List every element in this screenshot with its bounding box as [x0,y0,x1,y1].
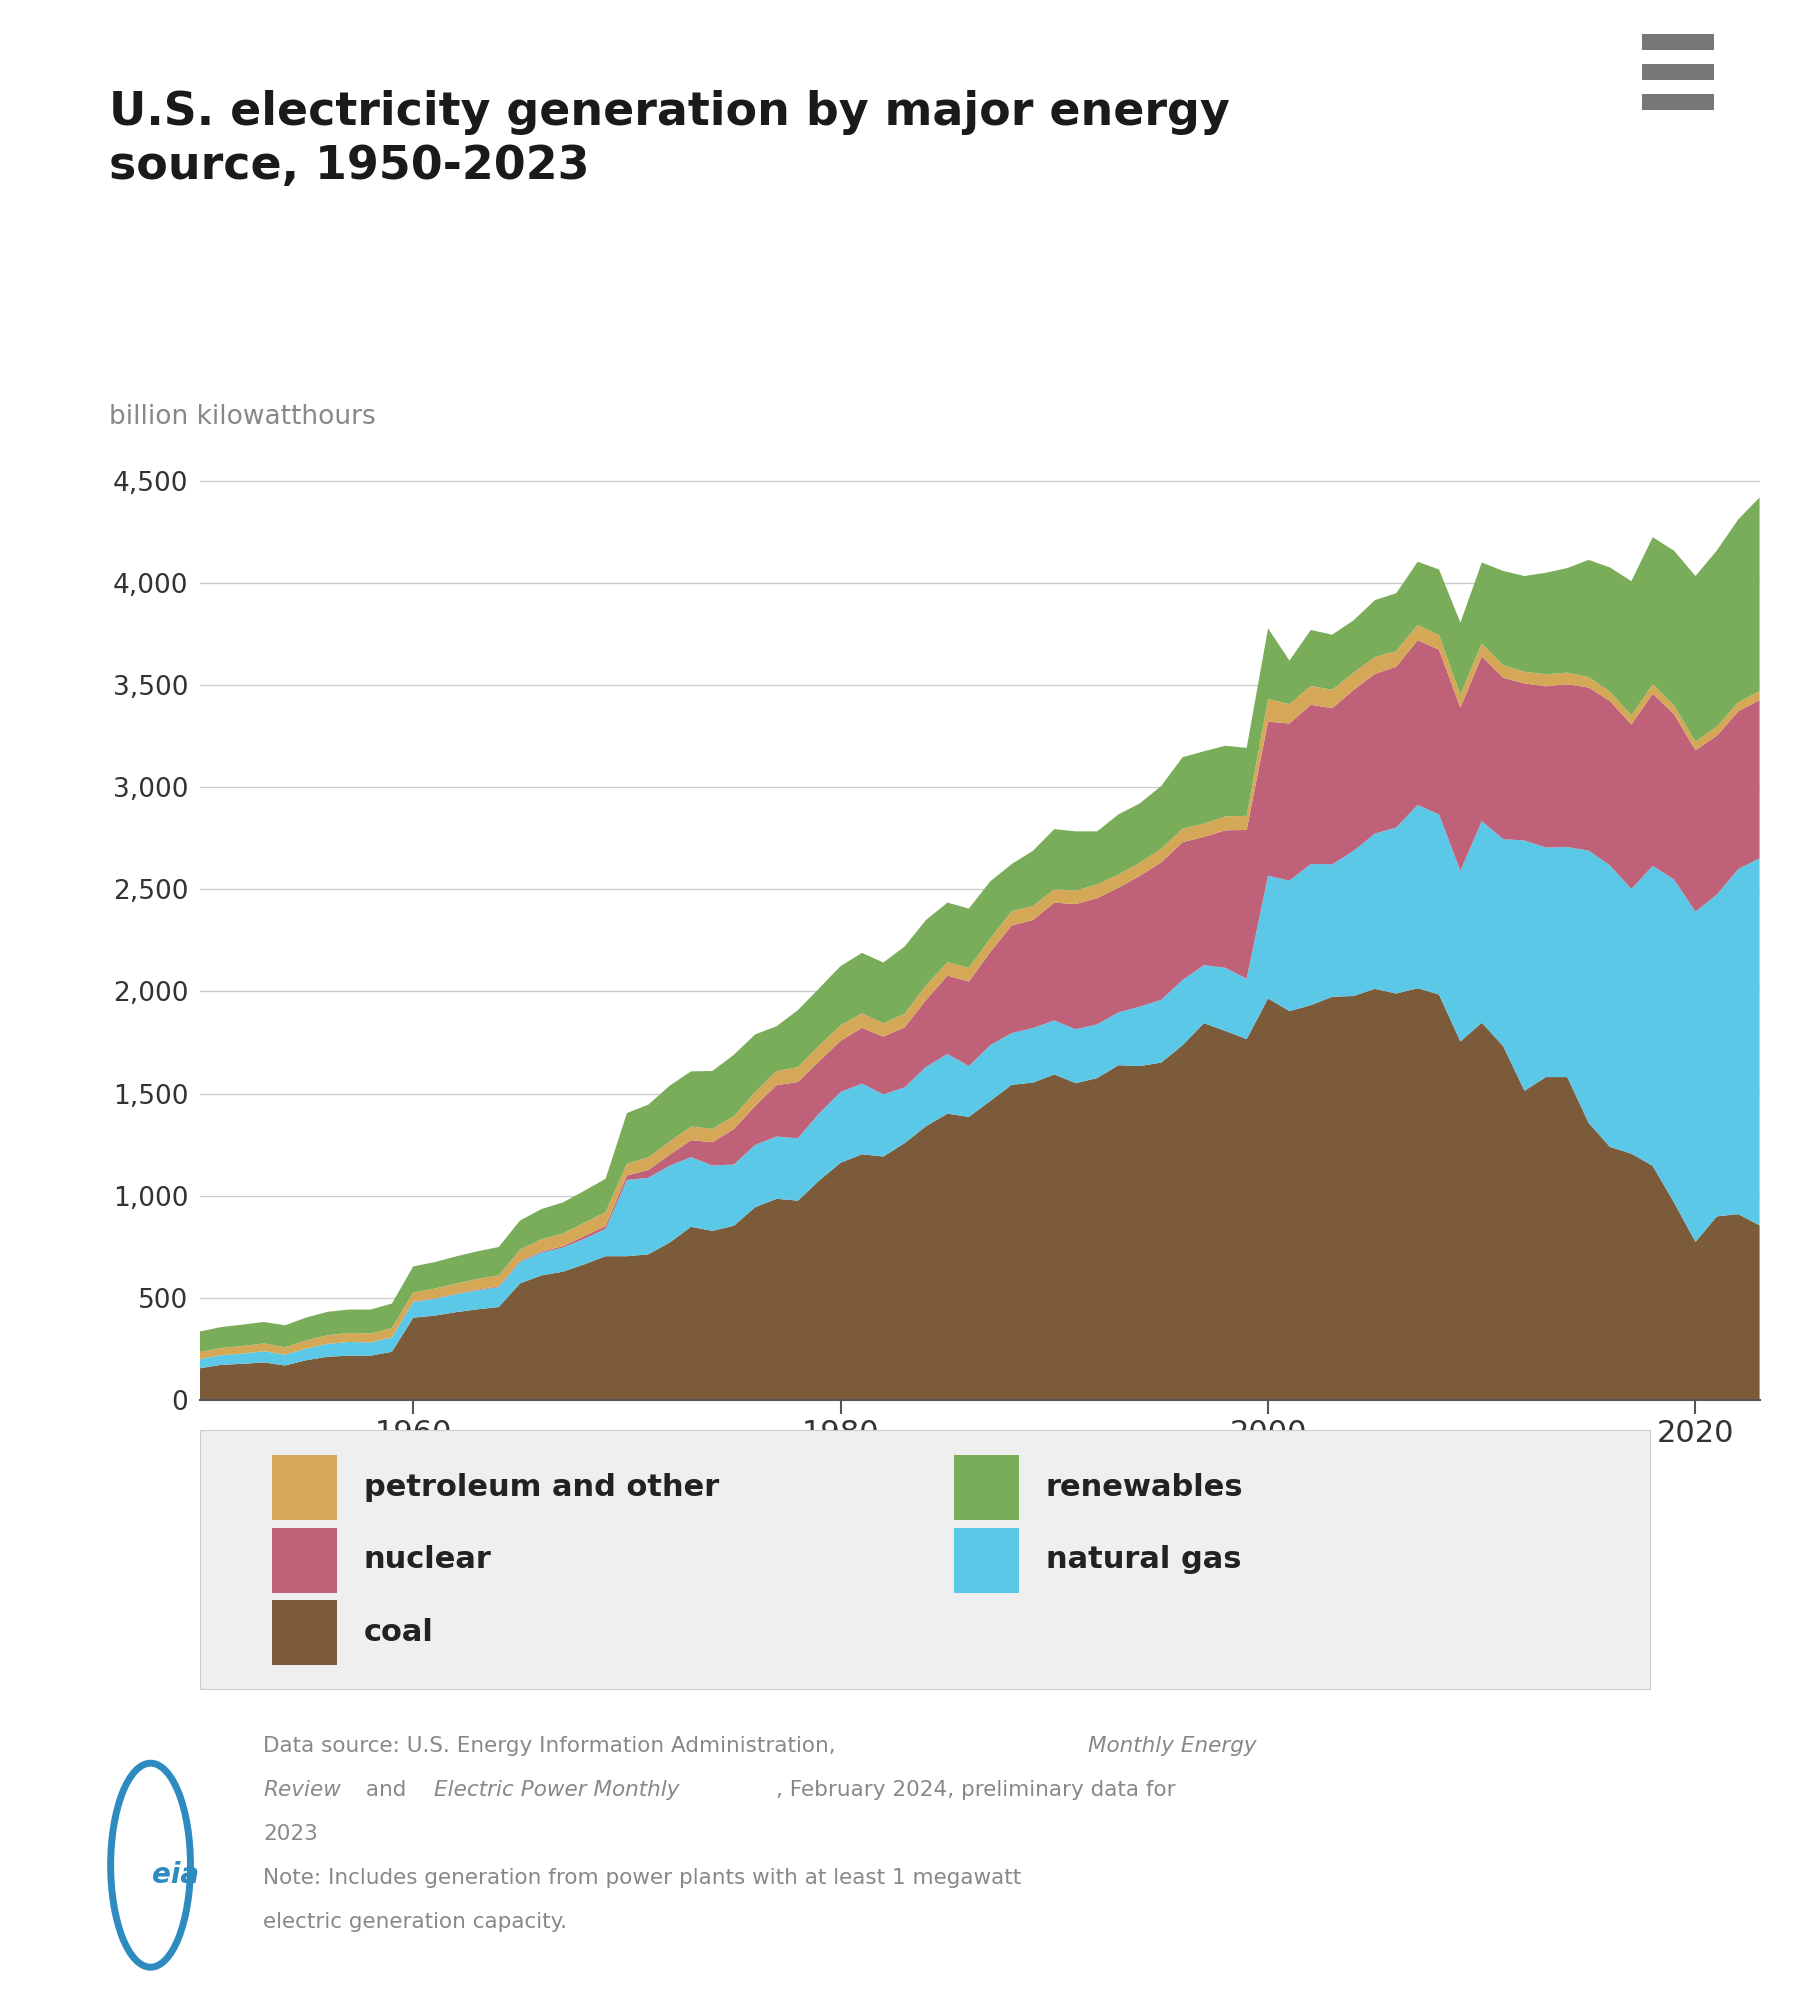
Text: Review: Review [263,1780,341,1800]
Text: U.S. electricity generation by major energy
source, 1950-2023: U.S. electricity generation by major ene… [109,90,1230,188]
FancyBboxPatch shape [200,1430,1651,1690]
Text: natural gas: natural gas [1045,1546,1241,1574]
Text: Electric Power Monthly: Electric Power Monthly [434,1780,678,1800]
Text: Monthly Energy: Monthly Energy [1088,1736,1257,1756]
Text: petroleum and other: petroleum and other [363,1472,718,1502]
Text: billion kilowatthours: billion kilowatthours [109,404,375,430]
Text: , February 2024, preliminary data for: , February 2024, preliminary data for [776,1780,1175,1800]
Text: and: and [359,1780,414,1800]
FancyBboxPatch shape [272,1600,337,1666]
Text: coal: coal [363,1618,434,1648]
Text: Data source: U.S. Energy Information Administration,: Data source: U.S. Energy Information Adm… [263,1736,842,1756]
Text: eia: eia [152,1860,200,1888]
FancyBboxPatch shape [272,1454,337,1520]
Text: renewables: renewables [1045,1472,1243,1502]
FancyBboxPatch shape [272,1528,337,1592]
Text: nuclear: nuclear [363,1546,492,1574]
Text: 2023: 2023 [263,1824,317,1844]
FancyBboxPatch shape [954,1454,1019,1520]
Text: Note: Includes generation from power plants with at least 1 megawatt: Note: Includes generation from power pla… [263,1868,1021,1888]
Text: electric generation capacity.: electric generation capacity. [263,1912,568,1932]
FancyBboxPatch shape [954,1528,1019,1592]
